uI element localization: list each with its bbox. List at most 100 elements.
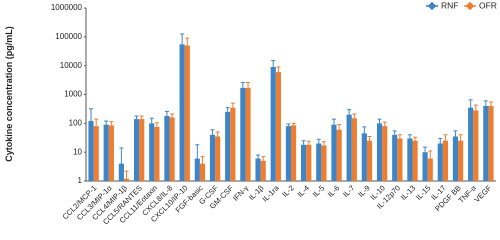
error-bar (382, 121, 387, 127)
error-bar (164, 110, 169, 116)
y-tick-label: 10 (73, 147, 82, 156)
bar (260, 160, 266, 181)
bar (331, 124, 337, 181)
error-bar (149, 117, 154, 124)
error-bar (185, 37, 190, 46)
bar (458, 140, 464, 181)
y-tick-label: 1 (78, 176, 83, 185)
error-bar (271, 60, 276, 67)
bar (336, 129, 342, 181)
error-bar (428, 150, 433, 159)
error-bar (119, 147, 124, 164)
bar (194, 158, 200, 181)
chart: Cytokine concentration (pg/mL) 1 10 100 100… (4, 0, 497, 226)
error-bar (331, 118, 336, 125)
bar (473, 110, 479, 181)
error-bar (347, 109, 352, 115)
bar (230, 107, 236, 181)
bar (306, 144, 312, 181)
error-bar (483, 100, 488, 106)
bar (199, 163, 206, 181)
error-bar (225, 107, 230, 112)
bar (245, 87, 251, 181)
bar (483, 105, 489, 181)
y-tick-label: 1000000 (51, 3, 83, 12)
bar (382, 126, 388, 181)
error-bar (468, 99, 473, 108)
y-tick-label: 100000 (55, 32, 82, 41)
y-tick-label: 1000 (64, 90, 82, 99)
bar (240, 87, 246, 181)
error-bar (109, 121, 114, 126)
x-tick-label: IL-6 (326, 183, 342, 199)
error-bar (473, 104, 478, 111)
error-bar (256, 154, 261, 159)
error-bar (134, 115, 139, 120)
bar (361, 133, 367, 181)
x-tick-label: IL-1ra (260, 183, 281, 204)
error-bar (276, 66, 281, 73)
error-bar (423, 146, 428, 153)
bar (488, 105, 494, 181)
bar (407, 138, 413, 181)
bar (321, 145, 327, 181)
error-bar (352, 113, 357, 119)
error-bar (407, 134, 412, 139)
bar (316, 143, 322, 181)
error-bar (261, 156, 266, 161)
bar (397, 138, 403, 181)
error-bar (104, 120, 109, 125)
y-tick-label: 10000 (60, 61, 83, 70)
bar (88, 121, 94, 181)
error-bar (180, 33, 185, 45)
y-tick-label: 100 (69, 118, 83, 127)
x-tick-label: IL-4 (295, 183, 311, 199)
bar (93, 126, 99, 181)
bar (123, 178, 130, 181)
bar (275, 72, 281, 181)
bar (215, 136, 221, 181)
bar (392, 134, 398, 181)
bar (103, 124, 109, 181)
error-bar (306, 140, 311, 145)
bar (209, 134, 216, 181)
error-bar (321, 141, 326, 146)
bar (108, 125, 114, 181)
bar (376, 123, 383, 181)
error-bar (240, 82, 245, 88)
legend-marker (427, 1, 437, 11)
error-bar (377, 118, 382, 124)
error-bar (195, 144, 200, 159)
error-bar (291, 122, 296, 126)
error-bar (392, 130, 397, 135)
x-tick-label: VEGF (472, 183, 493, 204)
x-tick-label: IL-13 (399, 183, 417, 201)
error-bar (210, 129, 215, 135)
bar (285, 126, 291, 181)
error-bar (397, 134, 402, 139)
legend-label: RNF (441, 0, 458, 10)
error-bar (94, 118, 99, 127)
bar (301, 144, 307, 181)
bar (452, 136, 459, 181)
bar (442, 140, 449, 181)
bar (291, 125, 297, 181)
x-tick-label: IL-7 (341, 183, 357, 199)
error-bar (337, 124, 342, 130)
bar (133, 119, 140, 181)
error-bar (458, 134, 463, 141)
x-tick-label: IL-15 (414, 183, 432, 201)
error-bar (316, 138, 321, 144)
error-bar (215, 131, 220, 137)
error-bar (362, 126, 367, 134)
bar (225, 111, 231, 181)
bar (437, 143, 443, 181)
bar (427, 158, 433, 181)
bar (468, 107, 474, 181)
bar (179, 44, 185, 181)
legend-label: OFR (479, 0, 497, 10)
y-axis-label: Cytokine concentration (pg/mL) (4, 26, 14, 162)
bar (164, 115, 170, 181)
error-bar (413, 136, 418, 141)
bar (184, 45, 190, 181)
